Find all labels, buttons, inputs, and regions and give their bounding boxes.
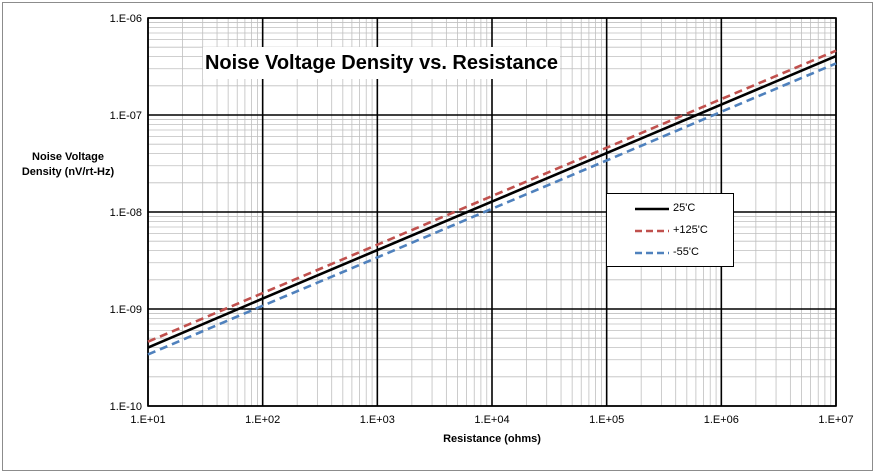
x-axis-label: Resistance (ohms) <box>443 433 541 445</box>
legend-item-minus55c: -55'C <box>607 244 733 262</box>
y-axis-label-line2: Density (nV/rt-Hz) <box>21 166 115 178</box>
x-tick-label: 1.E+04 <box>474 414 509 426</box>
x-tick-label: 1.E+02 <box>245 414 280 426</box>
x-tick-label: 1.E+05 <box>589 414 624 426</box>
legend-label: +125'C <box>673 224 708 236</box>
series-line-2 <box>147 62 837 356</box>
series-line-1 <box>147 49 837 343</box>
chart-title: Noise Voltage Density vs. Resistance <box>203 47 560 79</box>
series-line-0 <box>147 54 837 349</box>
legend: 25'C +125'C -55'C <box>606 193 734 267</box>
x-tick-label: 1.E+01 <box>130 414 165 426</box>
x-tick-label: 1.E+07 <box>818 414 853 426</box>
x-tick-label: 1.E+03 <box>360 414 395 426</box>
legend-label: 25'C <box>673 202 696 214</box>
y-tick-label: 1.E-07 <box>110 110 142 122</box>
y-tick-label: 1.E-10 <box>110 401 142 413</box>
y-axis-label-line1: Noise Voltage <box>32 151 104 163</box>
x-tick-label: 1.E+06 <box>704 414 739 426</box>
y-axis-label: Noise Voltage Density (nV/rt-Hz) <box>8 150 128 180</box>
y-tick-label: 1.E-08 <box>110 207 142 219</box>
series-layer <box>147 49 837 356</box>
tick-labels: 1.E+01 1.E+02 1.E+03 1.E+04 1.E+05 1.E+06 1.E+… <box>110 13 854 426</box>
legend-item-125c: +125'C <box>607 222 733 240</box>
plot-border <box>147 17 837 407</box>
y-tick-label: 1.E-09 <box>110 304 142 316</box>
legend-item-25c: 25'C <box>607 200 733 218</box>
legend-label: -55'C <box>673 246 699 258</box>
y-tick-label: 1.E-06 <box>110 13 142 25</box>
